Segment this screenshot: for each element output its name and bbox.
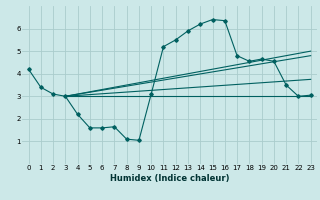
X-axis label: Humidex (Indice chaleur): Humidex (Indice chaleur) <box>110 174 229 183</box>
